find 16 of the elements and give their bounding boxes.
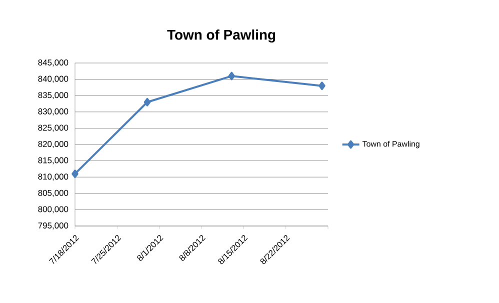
y-tick-label: 805,000: [38, 190, 68, 197]
y-tick-label: 800,000: [38, 206, 68, 214]
point: [144, 98, 151, 106]
point: [228, 72, 236, 80]
y-tick-label: 840,000: [38, 76, 68, 83]
y-tick-label: 835,000: [38, 92, 68, 100]
point: [318, 82, 326, 90]
y-tick-label: 845,000: [38, 60, 68, 66]
point: [72, 170, 78, 178]
y-tick-label: 830,000: [38, 108, 68, 116]
y-tick-label: 810,000: [38, 174, 68, 181]
y-tick-label: 825,000: [38, 124, 68, 132]
y-tick-label: 820,000: [38, 141, 68, 148]
y-tick-label: 795,000: [38, 222, 68, 230]
y-tick-label: 815,000: [38, 157, 68, 164]
chart-title: Town of Pawling: [167, 29, 276, 43]
